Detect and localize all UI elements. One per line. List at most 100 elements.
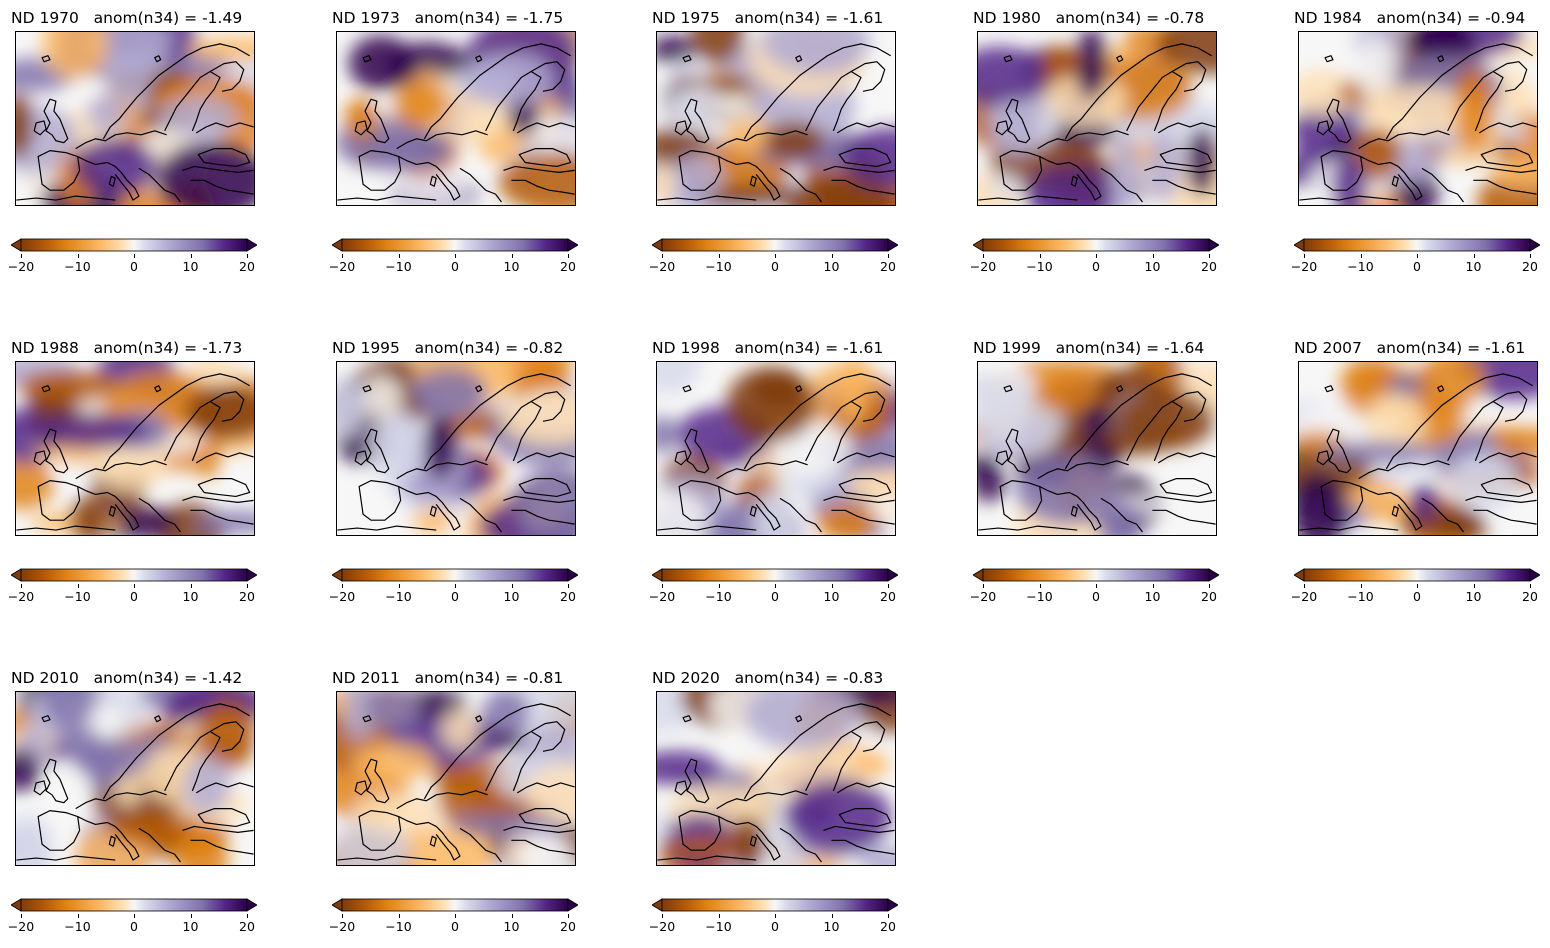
tick-label: −20	[969, 589, 997, 604]
tick-mark	[568, 584, 569, 588]
tick-mark	[77, 584, 79, 588]
colorbar	[652, 898, 898, 912]
tick-label: 0	[130, 919, 138, 934]
colorbar	[652, 238, 898, 252]
panel-title: ND 1973 anom(n34) = -1.75	[332, 9, 564, 27]
panel-title: ND 2007 anom(n34) = -1.61	[1294, 339, 1526, 357]
tick-label: 10	[182, 919, 199, 934]
colorbar-ticks: −20 −10 0 10 20	[8, 914, 261, 934]
tick-label: −10	[64, 589, 91, 604]
map-panel: ND 1980 anom(n34) = -0.78 −20 −10 0 10 20	[969, 8, 1229, 288]
tick-mark	[247, 254, 248, 258]
tick-mark	[888, 584, 889, 588]
tick-label: 20	[560, 589, 576, 604]
tick-mark	[662, 584, 663, 588]
tick-mark	[1360, 254, 1362, 258]
tick-mark	[1209, 254, 1210, 258]
panel-title: ND 1980 anom(n34) = -0.78	[973, 9, 1205, 27]
tick-mark	[455, 914, 456, 918]
colorbar-ticks: −20 −10 0 10 20	[969, 254, 1223, 274]
tick-label: 10	[1144, 589, 1161, 604]
tick-label: 0	[1092, 589, 1100, 604]
tick-label: −10	[385, 589, 412, 604]
tick-label: 20	[1522, 259, 1538, 274]
tick-mark	[1473, 584, 1475, 588]
anomaly-map	[977, 31, 1217, 206]
tick-mark	[134, 584, 135, 588]
tick-label: −10	[705, 589, 732, 604]
tick-label: −10	[705, 259, 732, 274]
tick-label: −10	[1347, 589, 1374, 604]
colorbar-ticks: −20 −10 0 10 20	[329, 584, 582, 604]
panel-title: ND 1998 anom(n34) = -1.61	[652, 339, 884, 357]
tick-mark	[455, 584, 456, 588]
tick-label: 20	[880, 589, 896, 604]
tick-label: 0	[1413, 589, 1421, 604]
tick-mark	[1304, 254, 1305, 258]
tick-mark	[342, 584, 343, 588]
tick-mark	[1039, 254, 1041, 258]
map-panel: ND 1999 anom(n34) = -1.64 −20 −10 0 10 20	[969, 338, 1229, 618]
colorbar	[11, 898, 257, 912]
tick-mark	[718, 914, 720, 918]
tick-label: 10	[182, 589, 199, 604]
anomaly-map	[336, 361, 576, 536]
tick-mark	[888, 914, 889, 918]
tick-mark	[1096, 584, 1097, 588]
tick-label: −20	[648, 589, 676, 604]
tick-label: 0	[771, 919, 779, 934]
colorbar-ticks: −20 −10 0 10 20	[329, 914, 582, 934]
panel-title: ND 1988 anom(n34) = -1.73	[11, 339, 243, 357]
tick-mark	[983, 584, 984, 588]
tick-mark	[342, 254, 343, 258]
map-panel: ND 2007 anom(n34) = -1.61 −20 −10 0 10 20	[1290, 338, 1550, 618]
tick-mark	[190, 584, 192, 588]
map-panel: ND 1975 anom(n34) = -1.61 −20 −10 0 10 20	[649, 8, 908, 288]
tick-label: −10	[1026, 259, 1053, 274]
colorbar-ticks: −20 −10 0 10 20	[8, 584, 261, 604]
tick-label: 20	[239, 589, 255, 604]
map-panel: ND 1984 anom(n34) = -0.94 −20 −10 0 10 20	[1291, 8, 1550, 288]
tick-label: −10	[385, 259, 412, 274]
map-panel: ND 1973 anom(n34) = -1.75 −20 −10 0 10 20	[329, 8, 588, 288]
tick-label: 20	[880, 259, 896, 274]
tick-mark	[398, 584, 400, 588]
tick-label: −20	[969, 259, 997, 274]
tick-mark	[511, 254, 513, 258]
tick-label: −20	[1290, 589, 1318, 604]
colorbar-ticks: −20 −10 0 10 20	[329, 254, 582, 274]
anomaly-map	[656, 691, 896, 866]
anomaly-map	[15, 691, 255, 866]
tick-mark	[831, 254, 833, 258]
colorbar-ticks: −20 −10 0 10 20	[649, 254, 902, 274]
tick-label: −10	[1347, 259, 1374, 274]
colorbar	[11, 238, 257, 252]
colorbar	[652, 568, 898, 582]
tick-label: 10	[503, 589, 520, 604]
tick-mark	[190, 254, 192, 258]
tick-label: 10	[1465, 259, 1482, 274]
tick-label: 0	[451, 259, 459, 274]
map-panel: ND 2011 anom(n34) = -0.81 −20 −10 0 10 20	[329, 668, 588, 948]
tick-label: 0	[771, 259, 779, 274]
tick-label: −10	[64, 919, 91, 934]
anomaly-map	[15, 31, 255, 206]
tick-mark	[77, 254, 79, 258]
tick-mark	[831, 914, 833, 918]
tick-mark	[775, 914, 776, 918]
panel-title: ND 2010 anom(n34) = -1.42	[11, 669, 243, 687]
tick-label: 20	[880, 919, 896, 934]
tick-label: 20	[560, 919, 576, 934]
tick-mark	[190, 914, 192, 918]
tick-label: 0	[130, 259, 138, 274]
tick-mark	[775, 254, 776, 258]
tick-mark	[718, 254, 720, 258]
panel-title: ND 1970 anom(n34) = -1.49	[11, 9, 243, 27]
tick-label: −10	[705, 919, 732, 934]
tick-label: 0	[451, 589, 459, 604]
tick-mark	[21, 914, 22, 918]
tick-label: 10	[182, 259, 199, 274]
panel-title: ND 1995 anom(n34) = -0.82	[332, 339, 564, 357]
anomaly-map	[1298, 361, 1538, 536]
tick-mark	[398, 254, 400, 258]
